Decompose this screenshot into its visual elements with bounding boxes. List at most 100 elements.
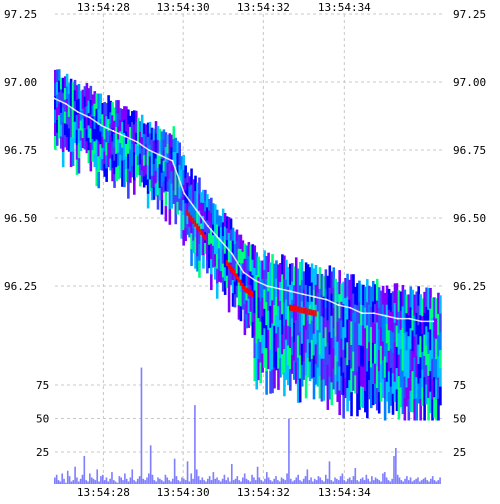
volume-bar-103 [243, 473, 246, 484]
price-tick-right-2: 96.75 [453, 144, 486, 157]
heatmap-cell-80-4 [212, 245, 215, 257]
heatmap-cell-171-5 [391, 393, 395, 415]
heatmap-cell-0-4 [54, 122, 57, 137]
volume-bar-9 [70, 481, 73, 484]
heatmap-cell-133-3 [316, 330, 320, 350]
heatmap-cell-153-1 [356, 305, 359, 328]
heatmap-cell-140-3 [330, 337, 334, 361]
heatmap-cell-25-0 [103, 101, 106, 115]
heatmap-cell-137-5 [324, 365, 328, 386]
heatmap-cell-174-2 [397, 333, 401, 356]
heatmap-cell-153-3 [356, 349, 359, 373]
heatmap-cell-81-5 [213, 266, 217, 280]
heatmap-cell-153-5 [356, 393, 359, 417]
heatmap-cell-8-1 [69, 93, 73, 109]
heatmap-cell-102-5 [255, 366, 259, 390]
heatmap-cell-86-4 [223, 267, 227, 282]
heatmap-cell-68-1 [188, 186, 191, 197]
heatmap-cell-108-3 [267, 310, 270, 331]
volume-bar-115 [265, 472, 268, 484]
highlight-cell-92 [235, 273, 239, 280]
price-point-25 [349, 306, 352, 309]
heatmap-cell-74-4 [200, 233, 203, 245]
heatmap-cell-140-0 [330, 271, 334, 295]
heatmap-cell-114-3 [279, 319, 282, 340]
heatmap-cell-101-5 [253, 358, 257, 382]
price-tick-left-4: 96.25 [4, 280, 37, 293]
heatmap-cell-176-0 [401, 284, 405, 307]
heatmap-cell-2-1 [57, 80, 61, 93]
heatmap-cell-74-1 [200, 202, 203, 214]
heatmap-cell-64-3 [180, 197, 183, 212]
heatmap-cell-16-3 [85, 117, 89, 130]
heatmap-cell-51-1 [154, 133, 158, 147]
heatmap-cell-182-1 [413, 315, 417, 337]
price-point-5 [112, 130, 115, 132]
heatmap-cell-58-0 [168, 133, 172, 149]
heatmap-cell-24-5 [101, 159, 104, 171]
heatmap-cell-37-2 [127, 139, 130, 155]
heatmap-cell-23-1 [99, 106, 102, 120]
heatmap-cell-42-0 [136, 117, 140, 128]
price-tick-right-4: 96.25 [453, 280, 486, 293]
volume-bar-169 [365, 474, 368, 484]
heatmap-cell-5-4 [63, 123, 67, 136]
highlight-cell-123 [296, 306, 300, 313]
heatmap-cell-56-0 [164, 132, 168, 148]
heatmap-cell-71-5 [194, 252, 197, 269]
volume-bar-30 [109, 478, 111, 484]
heatmap-cell-12-3 [77, 128, 81, 144]
volume-bar-178 [382, 473, 384, 484]
heatmap-cell-7-5 [67, 139, 71, 152]
heatmap-cell-177-5 [403, 398, 407, 421]
volume-bar-118 [271, 481, 274, 484]
highlight-cell-94 [239, 279, 243, 286]
heatmap-cell-12-2 [77, 113, 81, 129]
heatmap-cell-191-0 [431, 297, 434, 319]
heatmap-cell-167-2 [383, 335, 387, 357]
heatmap-cell-42-2 [136, 136, 140, 147]
label-layer: 97.25 97.00 96.75 96.50 96.25 97.25 97.00 96.75… [4, 1, 486, 499]
heatmap-cell-62-1 [176, 153, 180, 166]
heatmap-cell-166-4 [381, 360, 385, 380]
heatmap-cell-123-2 [296, 313, 300, 336]
volume-bar-188 [400, 480, 403, 484]
volume-bar-45 [136, 478, 139, 484]
heatmap-cell-12-5 [77, 158, 81, 174]
heatmap-cell-70-1 [192, 191, 195, 205]
heatmap-cell-77-3 [206, 233, 209, 248]
heatmap-cell-126-5 [302, 361, 306, 380]
heatmap-cell-4-5 [61, 151, 65, 168]
heatmap-cell-175-2 [399, 329, 403, 350]
heatmap-cell-135-4 [320, 358, 324, 381]
heatmap-cell-157-1 [364, 307, 367, 329]
heatmap-cell-146-4 [342, 372, 345, 396]
heatmap-cell-182-0 [413, 294, 417, 317]
heatmap-cell-162-0 [373, 284, 377, 305]
heatmap-cell-115-3 [281, 314, 284, 335]
heatmap-cell-148-2 [346, 319, 349, 343]
heatmap-cell-165-2 [379, 327, 383, 347]
heatmap-cell-43-3 [138, 153, 142, 165]
heatmap-cell-107-3 [265, 325, 268, 349]
heatmap-cell-46-4 [144, 164, 148, 176]
heatmap-cell-115-5 [281, 354, 284, 375]
heatmap-cell-111-3 [273, 325, 276, 347]
heatmap-cell-141-3 [332, 328, 336, 349]
heatmap-cell-134-3 [318, 332, 322, 355]
volume-bar-11 [74, 466, 76, 484]
heatmap-cell-103-3 [257, 318, 260, 340]
heatmap-cell-84-5 [219, 271, 223, 283]
heatmap-cell-174-1 [397, 311, 401, 334]
heatmap-cell-17-5 [87, 150, 91, 164]
heatmap-cell-92-5 [235, 285, 239, 298]
heatmap-cell-180-3 [409, 349, 413, 371]
heatmap-cell-96-1 [243, 258, 247, 275]
heatmap-cell-141-2 [332, 307, 336, 329]
volume-bar-32 [112, 480, 115, 484]
volume-bar-180 [385, 477, 388, 484]
heatmap-cell-73-5 [198, 260, 201, 278]
heatmap-cell-91-2 [233, 256, 237, 270]
heatmap-cell-38-1 [129, 126, 132, 139]
heatmap-cell-144-3 [338, 342, 341, 367]
